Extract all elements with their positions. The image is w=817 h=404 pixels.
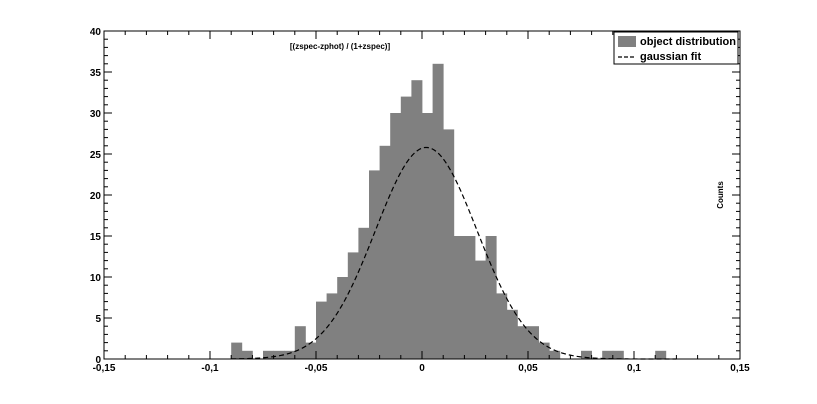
y-axis-label: Counts [716,181,725,209]
y-tick-labels: 0 5 10 15 20 25 30 35 40 [90,27,102,366]
histogram-bar [655,350,667,359]
legend-label-object-distribution: object distribution [640,36,736,48]
y-tick-label: 30 [90,109,102,120]
histogram-bar [241,350,253,359]
histogram-bar [358,227,370,359]
x-tick-label: 0,05 [518,363,538,374]
y-tick-label: 10 [90,273,102,284]
histogram-bar [263,350,274,359]
histogram-bar [528,326,539,359]
histogram-bar [294,326,306,359]
y-tick-label: 35 [90,68,102,79]
histogram-bar [305,342,317,359]
histogram-bar [538,342,550,359]
histogram-bar [347,252,359,359]
x-tick-label: -0,1 [201,363,219,374]
legend: object distribution gaussian fit [613,31,739,65]
histogram-bar [369,170,380,359]
histogram-bar [464,236,476,359]
legend-label-gaussian-fit: gaussian fit [640,51,701,63]
y-tick-label: 0 [95,355,101,366]
histogram-bar [390,113,402,359]
histogram-bar [400,96,412,359]
histogram-bar [422,113,433,359]
histogram-bars [231,63,667,360]
x-tick-label: -0,05 [305,363,328,374]
x-tick-label: 0,1 [627,363,641,374]
histogram-bar [549,350,561,359]
y-tick-label: 5 [95,314,101,325]
histogram-bar [443,129,455,359]
histogram-bar [506,309,518,359]
histogram-bar [273,350,285,359]
histogram-bar [337,277,349,359]
histogram-bar [496,293,508,359]
histogram-bar [326,293,338,359]
legend-swatch-object-distribution [618,36,636,47]
y-tick-label: 20 [90,191,102,202]
histogram-bar [453,236,465,359]
histogram-bar [485,236,497,359]
histogram-bar [581,350,592,359]
y-tick-label: 25 [90,150,102,161]
x-tick-labels: -0,15 -0,1 -0,05 0 0,05 0,1 0,15 [93,363,751,374]
histogram-bar [432,63,444,360]
histogram-bar [612,350,624,359]
histogram-bar [411,80,423,359]
histogram-bar [379,145,391,359]
gaussian-fit-line [231,146,677,360]
y-tick-label: 15 [90,232,102,243]
histogram-bar [231,342,243,359]
histogram-bar [602,350,614,359]
x-tick-label: -0,15 [93,363,116,374]
x-tick-label: 0,15 [730,363,750,374]
annotation-text: [(zspec-zphot) / (1+zspec)] [290,42,391,51]
y-tick-label: 40 [90,27,102,38]
histogram-bar [517,326,529,359]
x-tick-label: 0 [419,363,425,374]
histogram-bar [316,301,327,359]
histogram-bar [284,350,296,359]
histogram-bar [475,260,486,359]
